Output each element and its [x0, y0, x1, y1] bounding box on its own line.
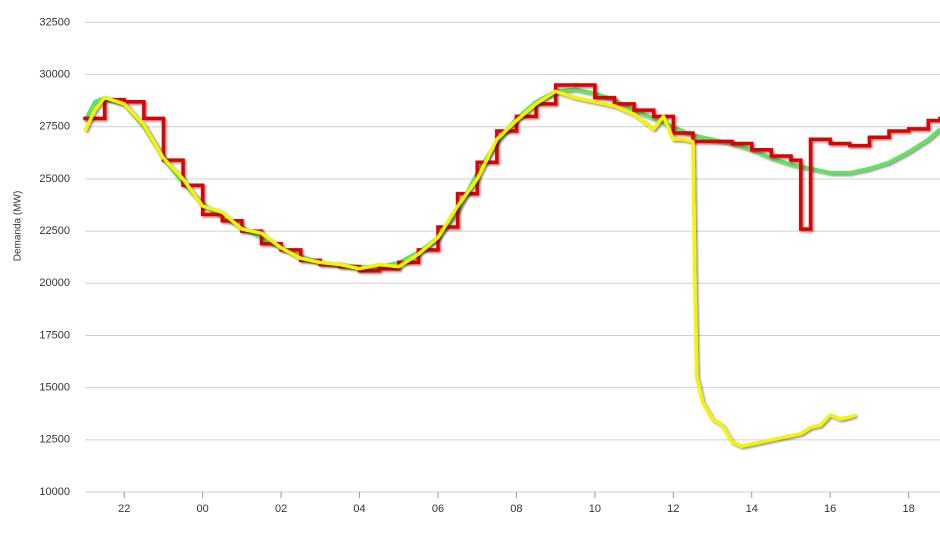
- y-tick-label: 10000: [39, 486, 70, 498]
- y-tick-label: 20000: [39, 277, 70, 289]
- x-tick-label: 16: [824, 503, 836, 515]
- x-tick-label: 00: [197, 503, 209, 515]
- x-tick-label: 22: [118, 503, 130, 515]
- line: [83, 89, 857, 448]
- x-tick-label: 08: [510, 503, 522, 515]
- y-tick-label: 27500: [39, 121, 70, 133]
- y-axis-label: Demanda (MW): [13, 191, 24, 262]
- y-tick-label: 25000: [39, 173, 70, 185]
- x-tick-label: 12: [667, 503, 679, 515]
- y-tick-label: 22500: [39, 225, 70, 237]
- x-tick-label: 04: [353, 503, 365, 515]
- series: [83, 89, 857, 448]
- x-tick-label: 18: [902, 503, 914, 515]
- y-tick-label: 15000: [39, 382, 70, 394]
- y-tick-label: 17500: [39, 329, 70, 341]
- x-tick-label: 14: [746, 503, 758, 515]
- x-tick-label: 02: [275, 503, 287, 515]
- x-tick-label: 06: [432, 503, 444, 515]
- series: [83, 83, 940, 273]
- y-tick-label: 30000: [39, 69, 70, 81]
- y-tick-label: 12500: [39, 434, 70, 446]
- y-tick-label: 32500: [39, 16, 70, 28]
- x-tick-label: 10: [589, 503, 601, 515]
